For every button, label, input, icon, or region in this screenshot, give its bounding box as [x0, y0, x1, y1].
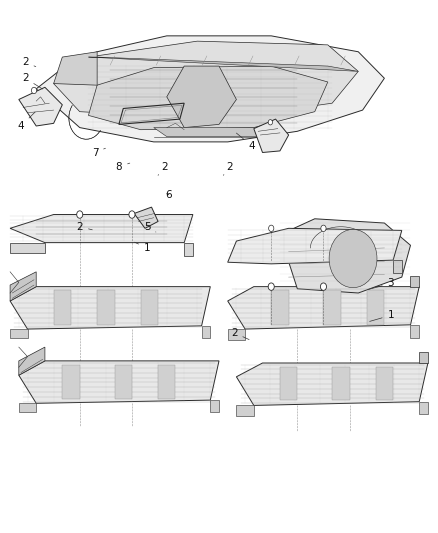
Circle shape [268, 119, 272, 125]
Polygon shape [184, 243, 193, 256]
Polygon shape [10, 287, 210, 329]
Polygon shape [201, 326, 210, 338]
Text: 3: 3 [367, 278, 394, 289]
Polygon shape [19, 87, 62, 126]
Circle shape [336, 238, 370, 279]
Polygon shape [97, 290, 115, 325]
Polygon shape [323, 290, 341, 325]
Circle shape [351, 271, 355, 276]
Text: 2: 2 [231, 328, 249, 340]
Polygon shape [237, 363, 428, 406]
Polygon shape [376, 367, 393, 400]
Polygon shape [134, 207, 158, 228]
Circle shape [77, 211, 83, 218]
Polygon shape [228, 228, 402, 264]
Polygon shape [10, 243, 45, 253]
Text: 5: 5 [144, 222, 156, 232]
Polygon shape [10, 272, 36, 301]
Polygon shape [36, 36, 385, 142]
Polygon shape [62, 365, 80, 399]
Circle shape [268, 225, 274, 231]
Polygon shape [154, 127, 284, 136]
Circle shape [330, 256, 334, 261]
Circle shape [32, 87, 37, 94]
Polygon shape [53, 41, 358, 119]
Polygon shape [10, 215, 193, 243]
Polygon shape [141, 290, 158, 325]
Text: 2: 2 [22, 73, 42, 89]
Polygon shape [332, 367, 350, 400]
Circle shape [343, 247, 363, 270]
Circle shape [321, 283, 326, 290]
Polygon shape [237, 406, 254, 416]
Polygon shape [19, 361, 219, 403]
Text: 7: 7 [92, 148, 106, 158]
Polygon shape [167, 66, 237, 127]
Polygon shape [367, 290, 385, 325]
Circle shape [329, 229, 377, 288]
Text: 2: 2 [158, 162, 168, 175]
Polygon shape [410, 325, 419, 338]
Polygon shape [158, 365, 176, 399]
Text: 1: 1 [370, 310, 394, 321]
Text: 2: 2 [22, 58, 36, 67]
Polygon shape [280, 367, 297, 400]
Circle shape [268, 283, 274, 290]
Polygon shape [280, 219, 410, 293]
Text: 8: 8 [116, 162, 130, 172]
Polygon shape [254, 119, 289, 152]
Circle shape [351, 241, 355, 246]
Polygon shape [19, 403, 36, 413]
Polygon shape [271, 290, 289, 325]
Polygon shape [419, 352, 428, 363]
Text: 6: 6 [166, 190, 172, 200]
Polygon shape [10, 329, 28, 338]
Circle shape [129, 211, 135, 218]
Polygon shape [115, 365, 132, 399]
Text: 2: 2 [223, 162, 233, 175]
Polygon shape [88, 66, 328, 130]
Circle shape [372, 256, 376, 261]
Polygon shape [419, 402, 428, 414]
Polygon shape [410, 276, 419, 287]
Text: 4: 4 [237, 133, 255, 151]
Polygon shape [228, 287, 419, 329]
Polygon shape [53, 290, 71, 325]
Polygon shape [88, 57, 358, 71]
Polygon shape [228, 329, 245, 340]
Text: 2: 2 [76, 222, 92, 232]
Text: 4: 4 [18, 112, 35, 131]
Polygon shape [393, 260, 402, 273]
Polygon shape [53, 52, 97, 85]
Polygon shape [210, 400, 219, 413]
Text: 1: 1 [134, 242, 151, 253]
Polygon shape [19, 347, 45, 375]
Circle shape [321, 225, 326, 231]
